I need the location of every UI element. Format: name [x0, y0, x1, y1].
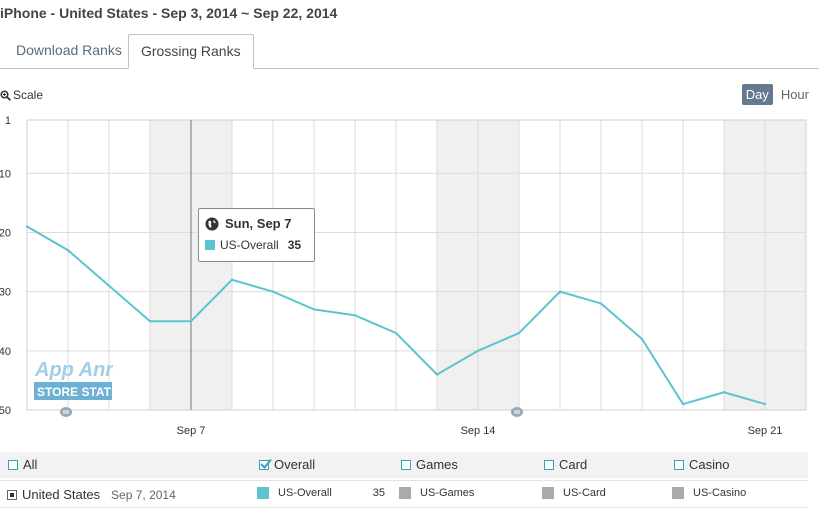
legend-games-label: Games [416, 457, 458, 472]
games-checkbox[interactable] [401, 459, 411, 470]
annotation-bubble-icon [511, 407, 523, 417]
tab-grossing-ranks[interactable]: Grossing Ranks [128, 34, 254, 69]
overall-checkbox[interactable] [259, 458, 272, 470]
legend-overall[interactable]: Overall [259, 457, 315, 472]
data-point [148, 320, 152, 323]
data-point [66, 249, 70, 252]
country-label: United States [22, 487, 101, 502]
card-swatch [542, 487, 554, 499]
watermark-line1: App Annie [34, 359, 113, 381]
data-point [189, 320, 193, 323]
row-series-casino: US-Casino [672, 487, 746, 499]
overall-value: 35 [372, 487, 386, 499]
legend-games[interactable]: Games [401, 457, 458, 472]
card-checkbox[interactable] [544, 459, 554, 470]
series-legend: All Overall Games Card Casino [0, 452, 808, 478]
card-label: US-Card [563, 487, 606, 499]
y-tick-label: 1 [5, 115, 11, 127]
y-tick-label: 40 [0, 346, 11, 358]
data-point [107, 284, 111, 287]
series-swatch [205, 240, 215, 250]
plot-border [26, 119, 807, 411]
x-tick-label: Sep 21 [748, 425, 783, 437]
legend-all[interactable]: All [8, 457, 37, 472]
legend-overall-label: Overall [274, 457, 316, 472]
data-point [394, 331, 398, 335]
tab-download-ranks[interactable]: Download Ranks [16, 42, 122, 58]
x-tick-label: Sep 14 [461, 425, 496, 437]
scale-button[interactable]: Scale [0, 88, 43, 102]
data-point [271, 290, 275, 293]
y-tick-label: 20 [0, 227, 11, 239]
globe-icon [205, 217, 219, 230]
row-series-overall: US-Overall 35 [257, 487, 385, 499]
hour-button[interactable]: Hour [780, 87, 809, 102]
app-annie-watermark: App Annie STORE STATS [33, 358, 134, 409]
all-checkbox[interactable] [8, 459, 18, 470]
annotation-bubble-icon [60, 407, 72, 417]
y-tick-label: 50 [0, 405, 11, 417]
plot-background [27, 120, 806, 410]
country-radio[interactable] [7, 489, 17, 500]
games-swatch [399, 487, 411, 499]
zoom-icon [0, 89, 11, 101]
row-date: Sep 7, 2014 [111, 487, 176, 502]
data-point [476, 349, 480, 353]
data-point [312, 308, 316, 311]
day-button[interactable]: Day [741, 84, 773, 105]
chart-tooltip: Sun, Sep 7 US-Overall 35 [198, 208, 315, 262]
legend-all-label: All [23, 457, 38, 472]
casino-swatch [672, 487, 684, 499]
overall-swatch [257, 487, 269, 499]
data-point [681, 402, 685, 406]
legend-card-label: Card [559, 457, 588, 472]
legend-card[interactable]: Card [544, 457, 587, 472]
data-point [25, 225, 29, 228]
scale-label: Scale [13, 88, 44, 102]
x-tick-label: Sep 7 [177, 425, 206, 437]
data-point [763, 402, 767, 406]
period-toggle: Day Hour [741, 84, 813, 105]
tab-bar: Download Ranks Grossing Ranks [0, 34, 819, 69]
data-point [517, 331, 521, 335]
data-point [435, 373, 439, 376]
data-point [640, 337, 644, 341]
tooltip-value: 35 [287, 238, 302, 252]
tooltip-date: Sun, Sep 7 [225, 216, 292, 231]
tooltip-series: US-Overall [220, 238, 279, 252]
games-label: US-Games [420, 487, 475, 499]
legend-casino[interactable]: Casino [674, 457, 729, 472]
y-tick-label: 30 [0, 287, 11, 299]
data-point [230, 278, 234, 281]
row-series-games: US-Games [399, 487, 474, 499]
casino-checkbox[interactable] [674, 459, 684, 470]
watermark-line2: STORE STATS [37, 385, 113, 399]
data-point [353, 314, 357, 317]
country-row: United States Sep 7, 2014 US-Overall 35 … [0, 480, 808, 508]
data-point [722, 391, 726, 394]
country-radio-item[interactable]: United States Sep 7, 2014 [7, 487, 176, 502]
y-tick-label: 10 [0, 168, 11, 180]
data-point [599, 302, 603, 305]
rank-chart: 1 10 20 30 40 50 Sep 7 Sep 14 Sep 21 [0, 115, 807, 437]
data-point [558, 290, 562, 293]
row-series-card: US-Card [542, 487, 606, 499]
casino-label: US-Casino [693, 487, 747, 499]
legend-casino-label: Casino [689, 457, 730, 472]
page-title: iPhone - United States - Sep 3, 2014 ~ S… [0, 5, 338, 21]
overall-label: US-Overall [278, 487, 332, 499]
